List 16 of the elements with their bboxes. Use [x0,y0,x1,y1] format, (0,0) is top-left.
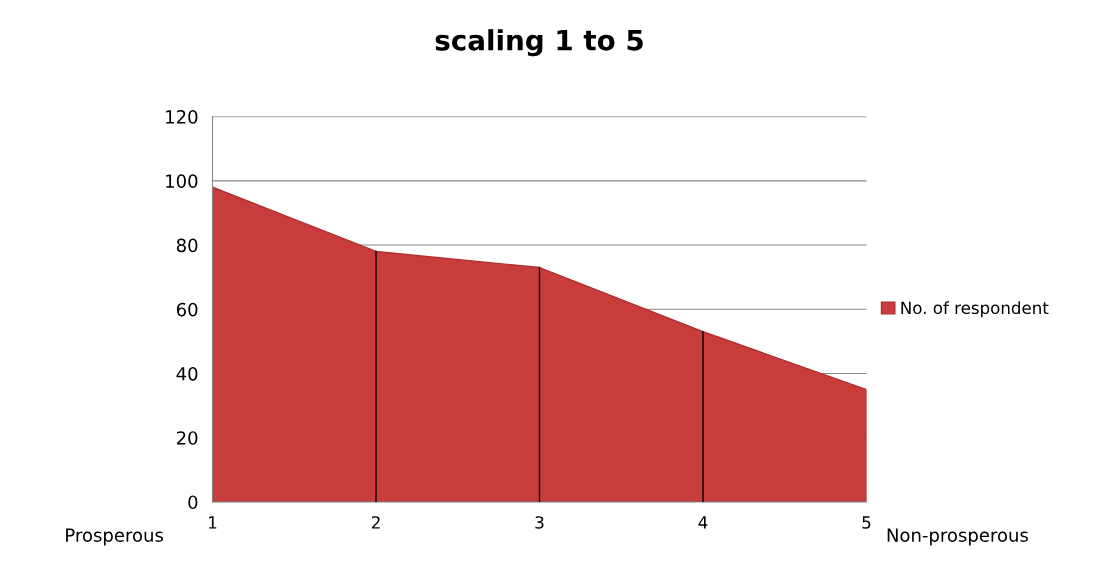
y-tick-label: 100 [166,174,198,188]
y-tick-label: 20 [176,431,198,445]
y-tick-label: 60 [176,302,198,317]
x-tick-label: 5 [862,516,871,529]
legend-label: No. of respondent [901,301,1049,318]
y-tick-label: 40 [176,366,198,381]
y-tick-label: 120 [166,110,198,124]
text: Non-prosperous [887,528,1028,546]
text: Prosperous [66,528,163,546]
x-tick-label: 4 [698,516,708,529]
y-tick-label: 80 [176,238,198,253]
y-tick-label: 0 [188,495,198,510]
chart-title: scaling 1 to 5 [435,29,643,57]
x-tick-label: 2 [371,516,380,529]
x-tick-label: 3 [535,516,544,529]
x-tick-label: 1 [209,516,217,529]
